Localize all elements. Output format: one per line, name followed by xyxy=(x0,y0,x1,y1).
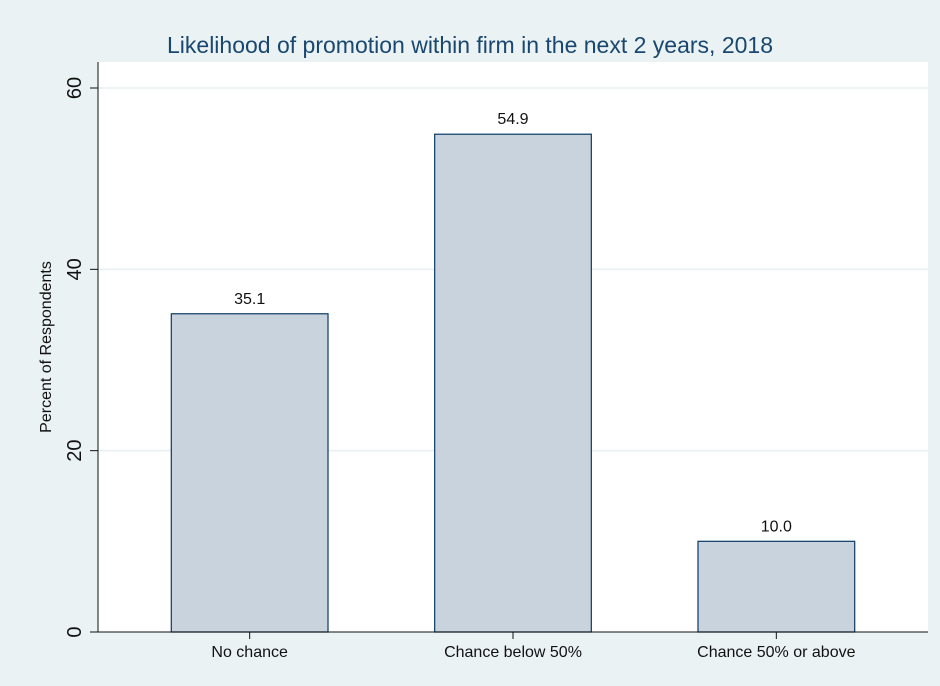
bar xyxy=(434,133,592,633)
y-axis-title: Percent of Respondents xyxy=(38,261,55,433)
y-tick-label: 0 xyxy=(64,626,86,637)
x-tick-label: No chance xyxy=(211,644,288,661)
data-label: 35.1 xyxy=(234,291,265,308)
y-tick-label: 20 xyxy=(64,440,86,462)
y-tick-label: 60 xyxy=(64,77,86,99)
data-label: 54.9 xyxy=(497,111,528,128)
chart-title: Likelihood of promotion within firm in t… xyxy=(167,32,773,58)
data-labels: 35.1 54.9 10.0 xyxy=(234,111,792,535)
y-ticks: 0 20 40 60 xyxy=(64,77,98,638)
bar xyxy=(697,540,856,633)
y-tick-label: 40 xyxy=(64,258,86,280)
data-label: 10.0 xyxy=(761,518,792,535)
x-tick-label: Chance 50% or above xyxy=(697,644,855,661)
x-tick-label: Chance below 50% xyxy=(444,644,582,661)
bar xyxy=(170,313,329,633)
bars xyxy=(170,133,856,633)
x-tick-labels: No chance Chance below 50% Chance 50% or a… xyxy=(211,632,856,661)
